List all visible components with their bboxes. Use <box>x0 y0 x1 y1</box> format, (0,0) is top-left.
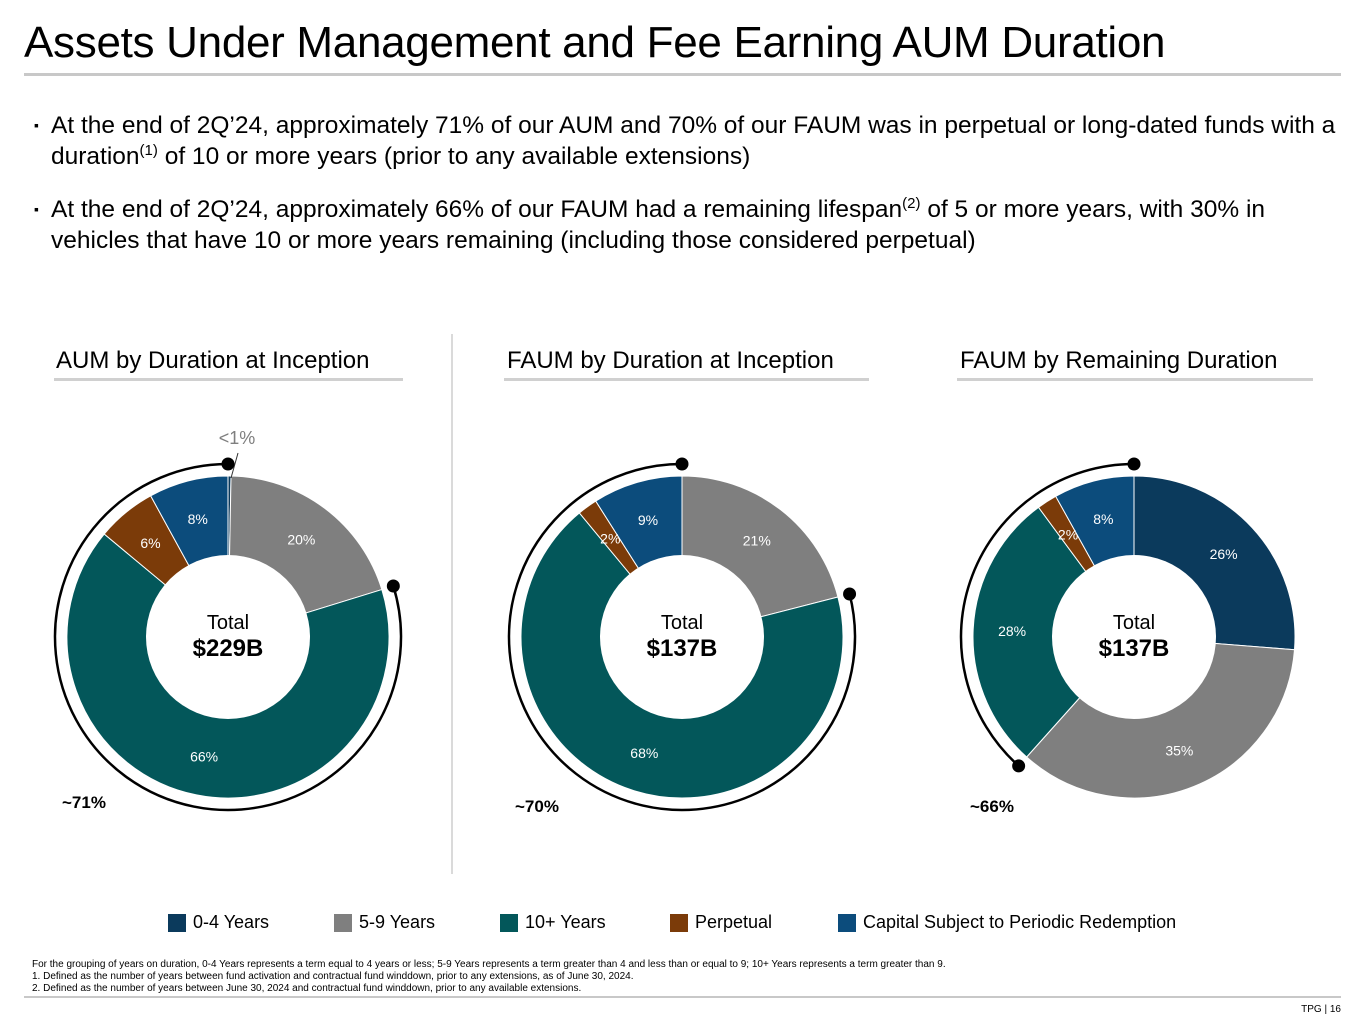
bracket-end-dot <box>221 457 235 471</box>
legend-swatch <box>500 913 518 932</box>
legend-label: 10+ Years <box>525 912 606 932</box>
chart-2-title: FAUM by Duration at Inception <box>507 347 834 374</box>
legend-item-5-9-years: 5-9 Years <box>334 912 435 933</box>
legend-item-10-plus-years: 10+ Years <box>500 912 606 933</box>
footnote-ref-1: (1) <box>139 142 158 159</box>
center-label: Total <box>207 612 249 634</box>
title-divider <box>24 73 1341 76</box>
footnote-definition: For the grouping of years on duration, 0… <box>32 959 946 970</box>
panel-divider <box>451 334 453 874</box>
slice-label: 8% <box>1093 511 1113 527</box>
legend-label: 0-4 Years <box>193 912 270 932</box>
slice-label: 2% <box>600 530 620 546</box>
chart-2-title-underline <box>504 378 869 381</box>
donut-hole <box>146 555 310 719</box>
center-value: $137B <box>1099 635 1170 662</box>
bracket-end-dot <box>1127 457 1141 471</box>
slice-label: 68% <box>630 745 658 761</box>
center-label: Total <box>661 612 703 634</box>
bracket-end-dot <box>675 457 689 471</box>
donut-chart-2: 21% 68% 2% 9% Total$137B ~70% <box>507 457 857 816</box>
bracket-end-dot <box>843 587 857 601</box>
bracket-label: ~71% <box>62 793 106 812</box>
slice-label: 6% <box>140 535 160 551</box>
bullet-1-text: At the end of 2Q’24, approximately 71% o… <box>51 112 1336 170</box>
footer-divider <box>24 996 1341 998</box>
legend-label: 5-9 Years <box>359 912 436 932</box>
slice-label: 21% <box>743 533 771 549</box>
bracket-end-dot <box>1012 759 1026 773</box>
slice-label: 66% <box>190 749 218 765</box>
bullet-marker: ▪ <box>34 201 39 217</box>
slice-label: 2% <box>1058 526 1078 542</box>
bullet-2: ▪ At the end of 2Q’24, approximately 66%… <box>34 194 1344 256</box>
bracket-label: ~70% <box>515 797 559 816</box>
chart-1-title-underline <box>54 378 403 381</box>
bullet-marker: ▪ <box>34 117 39 133</box>
bullet-2-text: At the end of 2Q’24, approximately 66% o… <box>51 196 903 223</box>
legend-label: Capital Subject to Periodic Redemption <box>863 912 1177 932</box>
slice-label: 20% <box>287 532 315 548</box>
bracket-label: ~66% <box>970 797 1014 816</box>
legend-item-perpetual: Perpetual <box>670 912 772 933</box>
slice-label: 35% <box>1165 742 1193 758</box>
slice-label-leader-line <box>230 452 239 479</box>
legend-swatch <box>168 913 186 932</box>
bullet-1-text-end: of 10 or more years (prior to any availa… <box>157 143 751 170</box>
slice-label: <1% <box>219 428 256 448</box>
bracket-arc <box>53 462 403 812</box>
bullet-2-text-end: of 5 or more years, with 30% in vehicles… <box>51 196 1266 254</box>
chart-1-title: AUM by Duration at Inception <box>56 347 370 374</box>
legend-swatch <box>334 913 352 932</box>
chart-3-title: FAUM by Remaining Duration <box>960 347 1278 374</box>
page-number: TPG | 16 <box>1301 1004 1341 1015</box>
slice-5-9-years <box>1025 636 1296 799</box>
legend-swatch <box>670 913 688 932</box>
center-value: $229B <box>193 635 264 662</box>
slice-label: 26% <box>1210 546 1238 562</box>
footnote-2: 2. Defined as the number of years betwee… <box>32 983 582 994</box>
bracket-arc <box>507 462 857 812</box>
chart-3-title-underline <box>957 378 1313 381</box>
slice-label: 8% <box>188 511 208 527</box>
bracket-arc <box>959 462 1135 767</box>
bracket-end-dot <box>386 579 400 593</box>
donut-hole <box>600 555 764 719</box>
center-label: Total <box>1113 612 1155 634</box>
legend-item-0-4-years: 0-4 Years <box>168 912 269 933</box>
footnote-ref-2: (2) <box>902 195 921 212</box>
footnote-1: 1. Defined as the number of years betwee… <box>32 971 634 982</box>
legend-swatch <box>838 913 856 932</box>
legend-label: Perpetual <box>695 912 773 932</box>
page-title: Assets Under Management and Fee Earning … <box>24 18 1166 67</box>
legend-item-periodic-redemption: Capital Subject to Periodic Redemption <box>838 912 1176 933</box>
bullet-1: ▪ At the end of 2Q’24, approximately 71%… <box>34 110 1344 172</box>
slice-label: 9% <box>638 512 658 528</box>
slice-label: 28% <box>998 623 1026 639</box>
donut-chart-3: 26% 35% 28% 2% 8% Total$137B ~66% <box>959 457 1296 816</box>
footnotes: For the grouping of years on duration, 0… <box>32 959 1332 995</box>
legend: 0-4 Years 5-9 Years 10+ Years Perpetual … <box>0 912 1365 936</box>
donut-chart-1: <1% 20% 66% 6% 8% Total$229B ~71% <box>53 428 403 812</box>
center-value: $137B <box>647 635 718 662</box>
donut-hole <box>1052 555 1216 719</box>
